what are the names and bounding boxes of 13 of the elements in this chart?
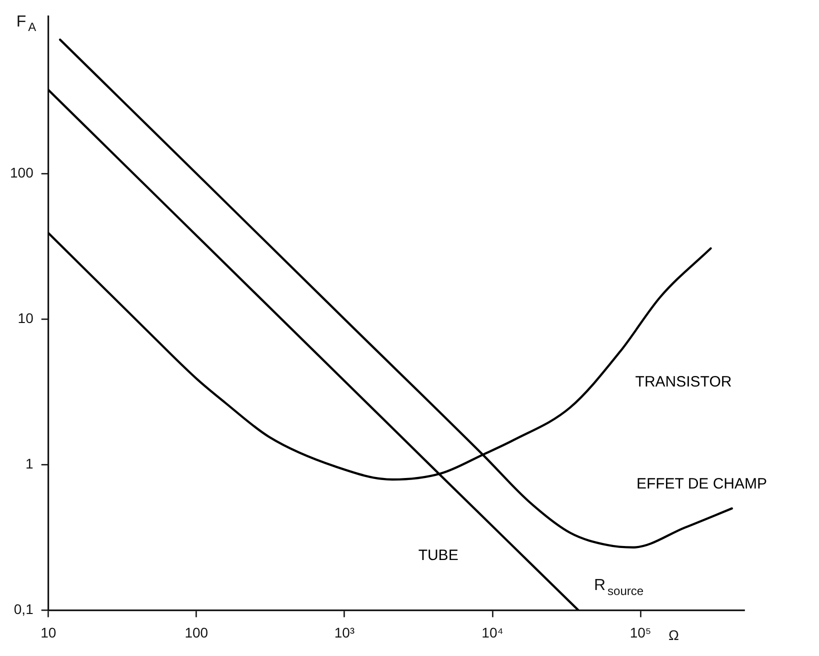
- text: Ω: [668, 627, 679, 644]
- x-tick-label: 10³: [334, 624, 355, 640]
- text: TUBE: [418, 547, 458, 564]
- y-tick-label: 10: [18, 310, 34, 326]
- x-tick-label: 10⁴: [482, 624, 504, 640]
- x-tick-label: 10: [40, 624, 56, 640]
- x-tick-label: 100: [184, 624, 208, 640]
- y-tick-label: 0,1: [14, 601, 34, 618]
- text: EFFET DE CHAMP: [636, 475, 768, 492]
- x-tick-label: 10⁵: [630, 624, 652, 640]
- y-tick-label: 1: [26, 455, 34, 472]
- series-label: TRANSISTOR: [635, 373, 732, 390]
- y-tick-label: 100: [10, 164, 34, 180]
